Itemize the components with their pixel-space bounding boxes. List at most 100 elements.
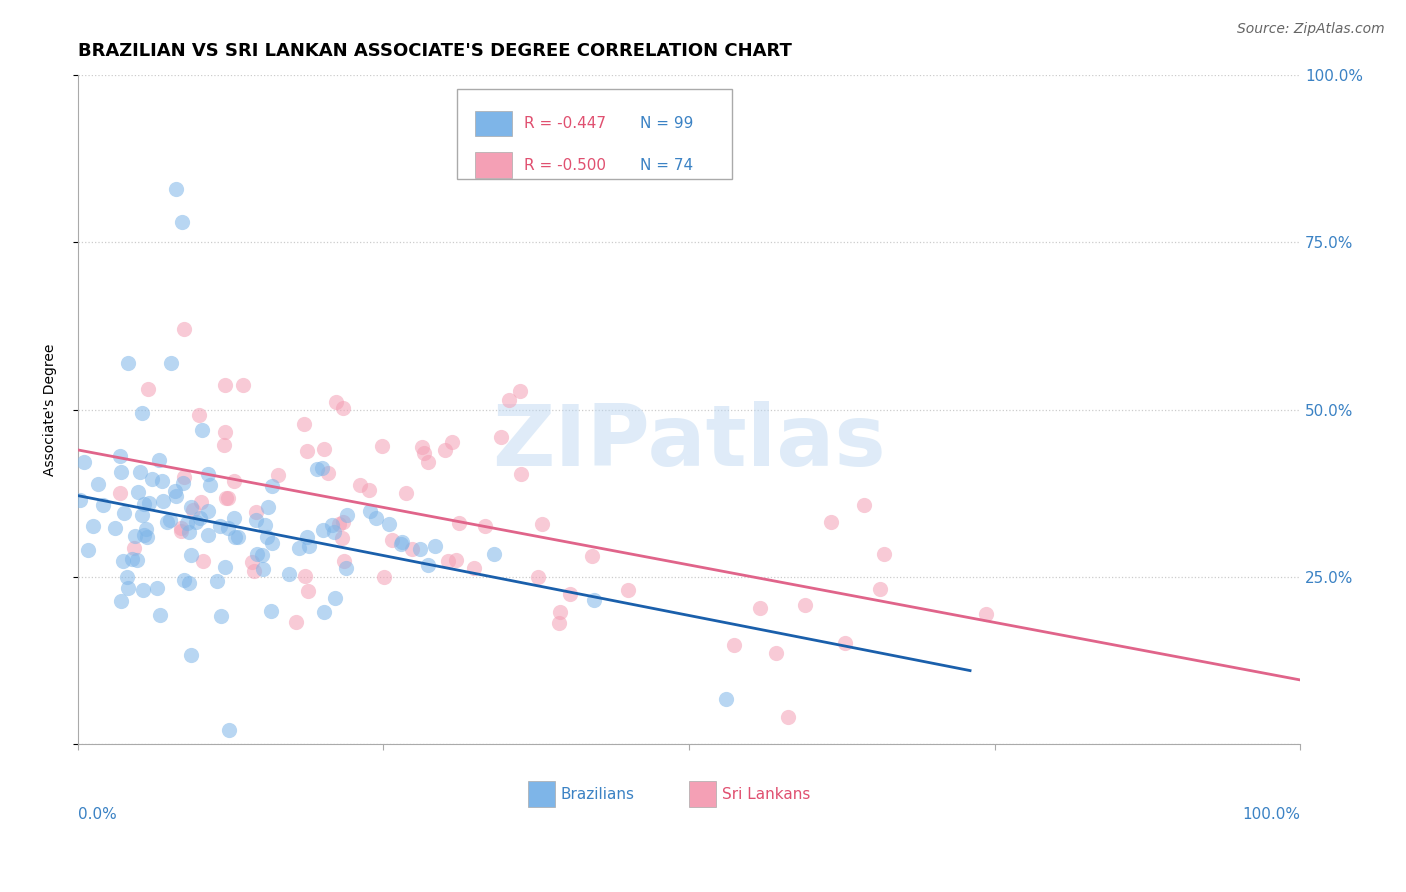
Point xyxy=(165,483,187,498)
Point xyxy=(69,492,91,507)
Point xyxy=(411,441,433,455)
Point xyxy=(297,530,319,544)
Point xyxy=(232,378,254,392)
Point xyxy=(869,582,891,596)
Point xyxy=(498,393,520,408)
Point xyxy=(170,524,193,538)
Point xyxy=(226,530,249,544)
Point xyxy=(246,547,269,561)
Point xyxy=(180,548,202,562)
Text: N = 74: N = 74 xyxy=(640,158,693,172)
Point xyxy=(423,540,446,554)
Point xyxy=(188,408,211,422)
Point xyxy=(401,542,423,557)
Point xyxy=(749,601,772,615)
Point xyxy=(873,547,896,561)
Point xyxy=(160,356,183,370)
Text: N = 99: N = 99 xyxy=(640,116,693,131)
Point xyxy=(156,516,179,530)
Point xyxy=(131,406,153,420)
Point xyxy=(285,615,308,630)
Point xyxy=(974,607,997,621)
Point xyxy=(179,575,201,590)
Point xyxy=(510,467,533,482)
Text: Sri Lankans: Sri Lankans xyxy=(723,787,810,802)
Point xyxy=(243,565,266,579)
Point xyxy=(332,515,354,529)
Point xyxy=(170,215,193,229)
Point xyxy=(148,452,170,467)
Point xyxy=(364,511,387,525)
Point xyxy=(224,530,246,544)
Point xyxy=(463,560,485,574)
Point xyxy=(150,474,173,488)
Point xyxy=(446,553,468,567)
Point xyxy=(547,615,569,630)
Point xyxy=(217,491,239,505)
Point xyxy=(111,554,134,568)
FancyBboxPatch shape xyxy=(689,781,716,806)
Point xyxy=(373,570,395,584)
Point xyxy=(257,500,280,514)
Text: 100.0%: 100.0% xyxy=(1241,806,1301,822)
Point xyxy=(413,446,436,460)
Point xyxy=(371,439,394,453)
Point xyxy=(288,541,311,555)
Point xyxy=(474,519,496,533)
Point xyxy=(527,570,550,584)
Point xyxy=(212,438,235,452)
Point xyxy=(127,552,149,566)
Point xyxy=(152,493,174,508)
Point xyxy=(197,528,219,542)
Point xyxy=(391,534,413,549)
Point xyxy=(127,484,149,499)
Point xyxy=(277,566,299,581)
Point xyxy=(359,504,381,518)
Point xyxy=(197,467,219,482)
Point xyxy=(172,475,194,490)
Point xyxy=(449,516,471,531)
FancyBboxPatch shape xyxy=(475,153,512,178)
Point xyxy=(173,470,195,484)
Point xyxy=(433,443,456,458)
Point xyxy=(582,593,605,607)
Point xyxy=(176,516,198,531)
Point xyxy=(297,539,319,553)
Point xyxy=(436,554,458,568)
Point xyxy=(509,384,531,399)
Point xyxy=(117,356,139,370)
Point xyxy=(146,582,169,596)
Point xyxy=(245,513,267,527)
Point xyxy=(110,465,132,479)
Point xyxy=(311,461,333,475)
Point xyxy=(245,505,267,519)
Point xyxy=(128,466,150,480)
Point xyxy=(260,604,283,618)
Point xyxy=(418,558,440,572)
Point xyxy=(181,503,204,517)
Text: 0.0%: 0.0% xyxy=(77,806,117,822)
Text: Source: ZipAtlas.com: Source: ZipAtlas.com xyxy=(1237,22,1385,37)
Point xyxy=(104,521,127,535)
Point xyxy=(377,516,399,531)
Point xyxy=(72,455,94,469)
Point xyxy=(170,521,193,535)
Point xyxy=(323,524,346,539)
Text: ZIPatlas: ZIPatlas xyxy=(492,401,886,484)
FancyBboxPatch shape xyxy=(527,781,554,806)
FancyBboxPatch shape xyxy=(457,88,731,179)
Point xyxy=(177,524,200,539)
Point xyxy=(121,552,143,566)
Point xyxy=(180,500,202,514)
Point xyxy=(197,504,219,518)
Point xyxy=(112,506,135,520)
Y-axis label: Associate's Degree: Associate's Degree xyxy=(44,343,58,475)
Point xyxy=(321,518,343,533)
Point xyxy=(297,584,319,599)
Text: Brazilians: Brazilians xyxy=(561,787,634,802)
Point xyxy=(834,636,856,650)
Point xyxy=(794,598,817,612)
Point xyxy=(224,511,246,525)
Point xyxy=(312,442,335,457)
Point xyxy=(332,401,354,415)
